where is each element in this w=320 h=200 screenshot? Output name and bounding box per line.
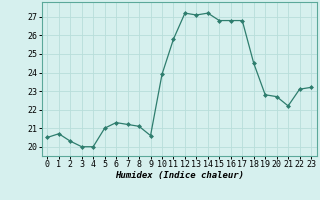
X-axis label: Humidex (Indice chaleur): Humidex (Indice chaleur) xyxy=(115,171,244,180)
